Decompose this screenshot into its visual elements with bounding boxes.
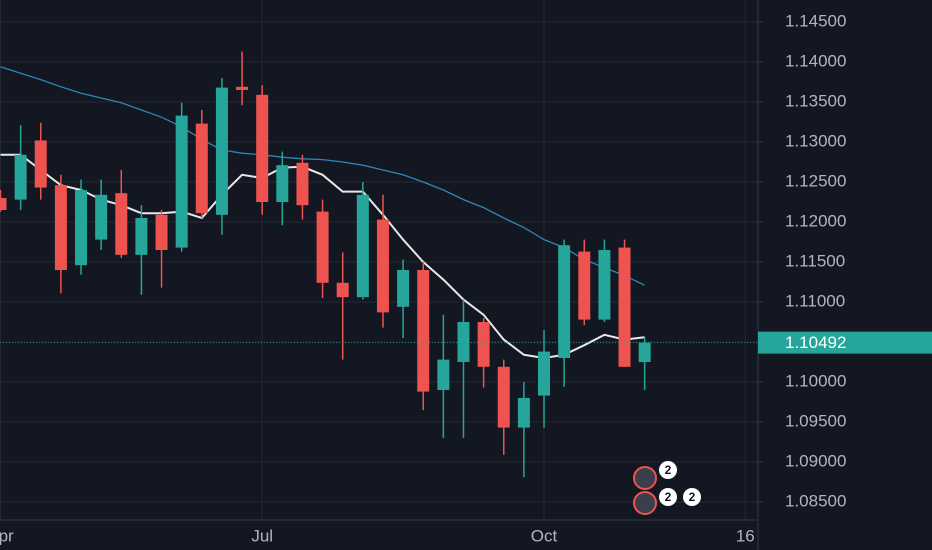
y-tick-label: 1.11500 <box>785 251 845 270</box>
x-tick-label: Apr <box>0 526 14 545</box>
candle-body <box>135 218 148 255</box>
y-tick-label: 1.09500 <box>785 411 846 430</box>
candle-body <box>558 245 571 358</box>
candle-body <box>236 86 249 90</box>
event-count-badge <box>659 488 677 506</box>
y-tick-label: 1.12500 <box>785 171 846 190</box>
x-tick-label: Oct <box>531 526 558 545</box>
candle-body <box>115 193 128 255</box>
candle-body <box>477 322 490 367</box>
candle-body <box>256 94 269 202</box>
moving-average-line <box>0 153 645 360</box>
candle-body <box>497 366 510 428</box>
price-label: 1.10492 <box>785 333 846 352</box>
candle-body <box>517 398 530 428</box>
y-tick-label: 1.11000 <box>785 291 845 310</box>
plot <box>0 51 758 478</box>
y-tick-label: 1.13500 <box>785 91 846 110</box>
event-count: 2 <box>689 490 696 504</box>
candle-body <box>296 162 309 206</box>
candle-body <box>598 250 611 320</box>
event-count: 2 <box>665 463 672 477</box>
candle-body <box>578 251 591 320</box>
candle-body <box>195 123 208 214</box>
candle-body <box>437 359 450 390</box>
candle-body <box>618 247 631 367</box>
candle-body <box>95 194 108 240</box>
y-tick-label: 1.14500 <box>785 11 846 30</box>
price-label-box <box>758 331 932 354</box>
event-count: 2 <box>665 490 672 504</box>
candle-body <box>276 165 289 202</box>
candle-body <box>54 185 67 270</box>
candle-body <box>336 282 349 298</box>
event-icon <box>633 491 657 515</box>
moving-average-line <box>0 66 645 286</box>
candle-body <box>75 190 88 266</box>
candle-body <box>397 270 410 307</box>
candle-body <box>155 214 168 250</box>
candle-body <box>215 87 228 215</box>
candle-body <box>538 351 551 396</box>
candle-body <box>14 154 27 200</box>
y-tick-label: 1.10000 <box>785 371 846 390</box>
candle-body <box>316 211 329 283</box>
candle-body <box>0 198 7 210</box>
x-tick-label: 16 <box>736 526 755 545</box>
candle-body <box>356 194 369 298</box>
grid <box>0 0 758 520</box>
y-tick-label: 1.14000 <box>785 51 846 70</box>
candle-body <box>638 342 651 362</box>
candle-body <box>376 219 389 313</box>
y-tick-label: 1.08500 <box>785 491 846 510</box>
y-tick-label: 1.12000 <box>785 211 846 230</box>
x-tick-label: Jul <box>251 526 273 545</box>
event-icon <box>633 466 657 490</box>
candle-body <box>417 270 430 392</box>
event-count-badge <box>683 488 701 506</box>
event-count-badge <box>659 461 677 479</box>
candle-body <box>175 115 188 248</box>
y-tick-label: 1.13000 <box>785 131 846 150</box>
candle-body <box>457 322 470 362</box>
y-tick-label: 1.09000 <box>785 451 846 470</box>
axis: 1.14500 1.14000 1.13500 1.13000 1.12500 1.120… <box>0 11 932 545</box>
candle-body <box>34 140 47 188</box>
